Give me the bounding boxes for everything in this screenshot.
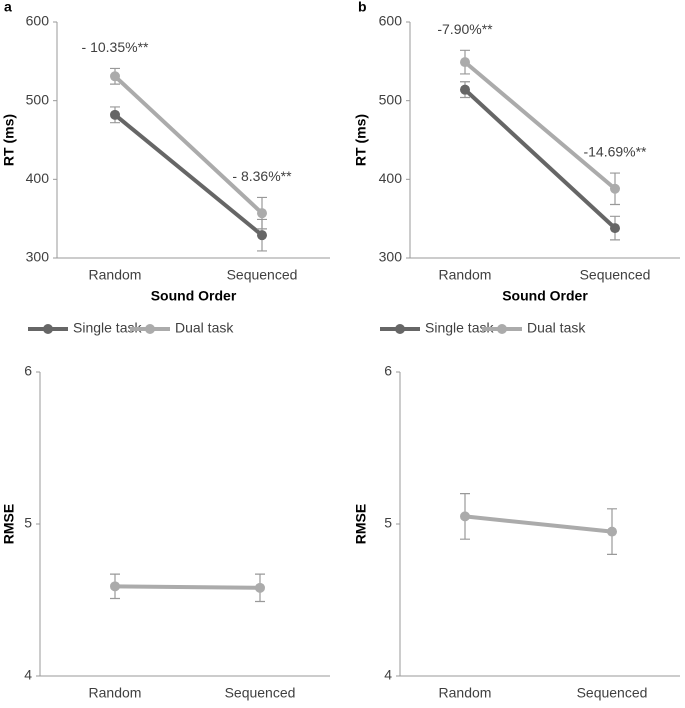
marker	[460, 84, 470, 95]
marker	[257, 208, 267, 219]
y-tick-label: 500	[379, 91, 403, 107]
y-tick-label: 6	[24, 363, 32, 379]
x-tick-label: Random	[439, 685, 492, 701]
series-line	[464, 514, 613, 534]
y-tick-label: 300	[26, 249, 50, 265]
marker	[610, 183, 620, 194]
y-tick-label: 5	[24, 515, 32, 531]
annotation: -14.69%**	[583, 144, 647, 160]
marker	[110, 71, 120, 82]
y-tick-label: 400	[26, 170, 50, 186]
series-line	[463, 88, 617, 230]
y-tick-label: 5	[384, 515, 392, 531]
legend-label: Single task	[425, 320, 494, 336]
y-tick-label: 600	[26, 13, 50, 29]
marker	[257, 230, 267, 241]
x-axis-label: Sound Order	[151, 288, 237, 304]
y-axis-label: RMSE	[1, 504, 17, 544]
marker	[610, 223, 620, 234]
legend-label: Dual task	[527, 320, 586, 336]
series-line	[463, 60, 617, 191]
legend-marker	[145, 324, 155, 334]
y-axis-label: RT (ms)	[353, 114, 369, 166]
legend-marker	[497, 324, 507, 334]
y-tick-label: 300	[379, 249, 403, 265]
y-tick-label: 600	[379, 13, 403, 29]
y-tick-label: 6	[384, 363, 392, 379]
legend-marker	[395, 324, 405, 334]
legend-label: Dual task	[175, 320, 234, 336]
x-tick-label: Random	[89, 685, 142, 701]
annotation: - 10.35%**	[82, 39, 149, 55]
y-axis-label: RMSE	[353, 504, 369, 544]
marker	[255, 582, 265, 593]
annotation: - 8.36%**	[232, 168, 292, 184]
y-axis-label: RT (ms)	[1, 114, 17, 166]
x-tick-label: Random	[439, 267, 492, 283]
legend-marker	[43, 324, 53, 334]
series-line	[113, 113, 264, 237]
y-tick-label: 400	[379, 170, 403, 186]
x-tick-label: Sequenced	[577, 685, 648, 701]
series-line	[113, 74, 264, 215]
y-tick-label: 500	[26, 91, 50, 107]
marker	[607, 526, 617, 537]
panel-label: b	[358, 0, 367, 15]
y-tick-label: 4	[384, 667, 392, 683]
x-tick-label: Random	[89, 267, 142, 283]
y-tick-label: 4	[24, 667, 32, 683]
marker	[460, 511, 470, 522]
annotation: -7.90%**	[437, 21, 493, 37]
marker	[110, 581, 120, 592]
legend-label: Single task	[73, 320, 142, 336]
series-line	[114, 584, 261, 590]
x-axis-label: Sound Order	[502, 288, 588, 304]
x-tick-label: Sequenced	[225, 685, 296, 701]
x-tick-label: Sequenced	[580, 267, 651, 283]
x-tick-label: Sequenced	[227, 267, 298, 283]
panel-label: a	[4, 0, 12, 15]
marker	[110, 109, 120, 120]
marker	[460, 57, 470, 68]
